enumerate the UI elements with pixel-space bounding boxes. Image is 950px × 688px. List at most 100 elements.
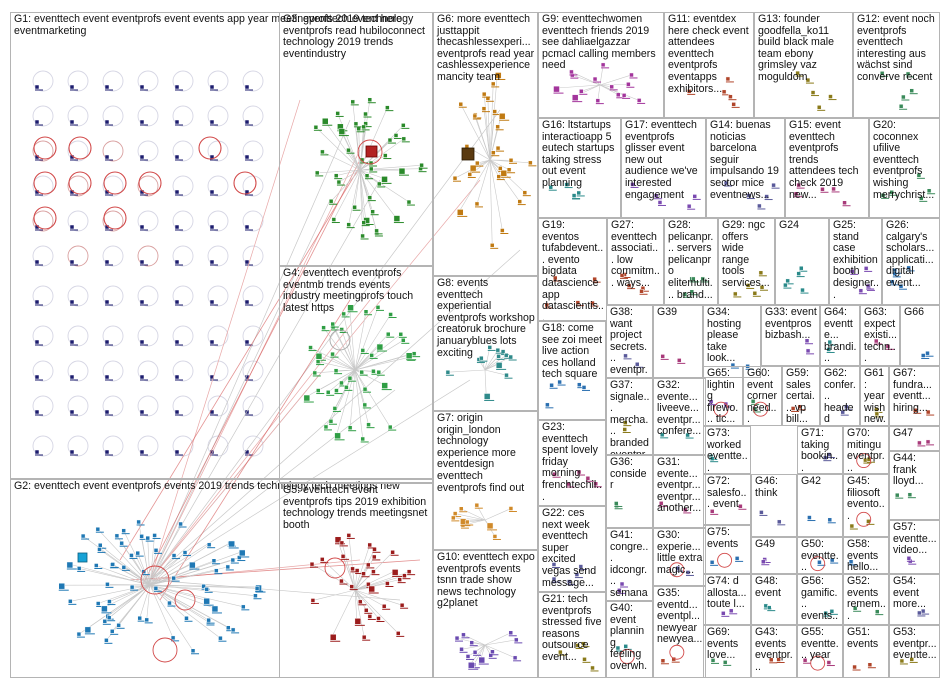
g49-node-1 bbox=[761, 559, 766, 564]
g1-loop-8-6 bbox=[242, 360, 264, 382]
g15-node-0 bbox=[820, 187, 825, 192]
g2-node-41 bbox=[226, 625, 231, 630]
g1-loop-4-1 bbox=[67, 210, 89, 232]
g6-node-27 bbox=[489, 243, 495, 248]
g75-node-1 bbox=[734, 556, 740, 561]
g2-edge-32 bbox=[149, 560, 215, 586]
g6-node-2 bbox=[517, 199, 522, 204]
g3-edge-19 bbox=[336, 169, 361, 176]
group-box-g29: G29: ngc offers wide range tools service… bbox=[718, 218, 775, 305]
g8-node-11 bbox=[504, 372, 509, 378]
group-box-g66: G66 bbox=[900, 305, 940, 366]
g1-loop-9-6 bbox=[242, 395, 264, 417]
g27-node-0 bbox=[626, 283, 632, 288]
g59-node-0 bbox=[797, 404, 803, 410]
g1-node-6-4 bbox=[174, 299, 180, 305]
g32-node-1 bbox=[659, 432, 665, 438]
group-label-g46: G46: think bbox=[755, 475, 778, 499]
group-label-g63: G63: expect existi... techn... bbox=[864, 306, 897, 365]
g2-node-27 bbox=[105, 582, 110, 587]
group-label-g57: G57: eventte... video... bbox=[893, 521, 937, 557]
g5-node-27 bbox=[396, 631, 401, 636]
group-box-g4: G4: eventtech eventprofs eventmb trends … bbox=[279, 266, 433, 483]
g10-node-9 bbox=[465, 654, 471, 659]
g3-node-25 bbox=[346, 222, 351, 227]
g4-node-26 bbox=[323, 424, 329, 430]
g39-node-0 bbox=[660, 354, 665, 359]
g3-edge-10 bbox=[358, 128, 361, 171]
g61-node-1 bbox=[874, 411, 880, 417]
g2-red-loop-c bbox=[152, 637, 178, 663]
g2-edge-6 bbox=[149, 555, 175, 586]
g7-node-2 bbox=[458, 506, 464, 512]
g11-node-4 bbox=[728, 94, 733, 99]
g2-node-36 bbox=[214, 568, 219, 573]
g2-node-42 bbox=[211, 605, 219, 613]
g1-node-0-3 bbox=[139, 84, 145, 90]
group-box-g42: G42 bbox=[797, 474, 843, 537]
group-label-g48: G48: event bbox=[755, 575, 781, 599]
group-label-g12: G12: event noch eventprofs eventtech int… bbox=[857, 13, 935, 83]
g2-node-24 bbox=[171, 575, 176, 581]
g75-red-loop bbox=[717, 552, 733, 568]
g2-node-37 bbox=[135, 550, 140, 556]
g14-node-3 bbox=[746, 193, 752, 198]
group-box-g65: G65: lighting firewo... tlc... bbox=[703, 366, 743, 426]
g1-node-6-2 bbox=[104, 299, 110, 305]
group-box-g51: G51: events bbox=[843, 625, 889, 678]
g1-node-4-1 bbox=[69, 224, 75, 230]
group-label-g32: G32: evente... liveeve... eventpr... con… bbox=[657, 379, 702, 438]
g6-edge-27 bbox=[489, 159, 493, 246]
g57-node-1 bbox=[906, 556, 912, 561]
g4-edge-31 bbox=[354, 340, 404, 371]
g1-node-9-0 bbox=[34, 409, 40, 415]
g6-node-20 bbox=[492, 109, 497, 114]
g3-node-30 bbox=[385, 105, 390, 110]
g4-node-30 bbox=[360, 348, 366, 353]
g2-node-29 bbox=[102, 619, 108, 624]
g7-node-6 bbox=[451, 515, 456, 521]
g44-node-0 bbox=[907, 492, 913, 497]
g37-node-1 bbox=[623, 420, 628, 425]
g3-hub-node bbox=[365, 145, 378, 158]
edge-hub-10 bbox=[149, 579, 401, 601]
g2-node-26 bbox=[95, 526, 101, 532]
g10-node-8 bbox=[508, 630, 514, 636]
g40-node-1 bbox=[623, 644, 628, 649]
g5-edge-13 bbox=[354, 589, 365, 638]
group-label-g65: G65: lighting firewo... tlc... bbox=[707, 367, 739, 426]
g7-edge-9 bbox=[476, 505, 486, 521]
g1-node-0-1 bbox=[69, 84, 75, 90]
g1-loop-6-0 bbox=[32, 285, 54, 307]
g1-node-8-4 bbox=[174, 374, 180, 380]
g10-node-11 bbox=[490, 649, 495, 655]
g2-edge-63 bbox=[68, 563, 151, 586]
g1-node-1-6 bbox=[244, 119, 250, 125]
group-label-g37: G37: signale... mercha... branded eventp… bbox=[610, 379, 650, 455]
g2-edge-54 bbox=[147, 538, 151, 586]
g1-node-10-3 bbox=[139, 449, 145, 455]
group-box-g54: G54: event more... bbox=[889, 574, 940, 625]
group-box-g21: G21: tech eventprofs stressed five reaso… bbox=[538, 592, 606, 678]
g1-loop-10-6 bbox=[242, 435, 264, 457]
g4-node-21 bbox=[347, 304, 354, 311]
g13-node-3 bbox=[810, 90, 816, 95]
g7-node-3 bbox=[508, 506, 514, 511]
g4-node-13 bbox=[363, 309, 369, 314]
g2-node-34 bbox=[97, 547, 102, 552]
g6-edge-26 bbox=[489, 83, 494, 161]
g21-node-0 bbox=[581, 641, 586, 646]
group-label-g62: G62: confer... headed back... bbox=[824, 367, 856, 426]
g3-edge-22 bbox=[322, 151, 361, 171]
g25-node-4 bbox=[858, 288, 864, 293]
g20-node-0 bbox=[926, 188, 932, 193]
g1-loop-7-4 bbox=[172, 325, 194, 347]
group-label-g17: G17: eventtech eventprofs glisser event … bbox=[625, 119, 698, 201]
g9-edge-7 bbox=[555, 84, 601, 89]
edge-hub-5 bbox=[149, 389, 396, 581]
group-box-g25: G25: stand case exhibition booth designe… bbox=[829, 218, 882, 305]
g5-edge-25 bbox=[354, 571, 374, 591]
g2-edge-28 bbox=[103, 584, 151, 609]
g9-node-3 bbox=[616, 92, 621, 98]
